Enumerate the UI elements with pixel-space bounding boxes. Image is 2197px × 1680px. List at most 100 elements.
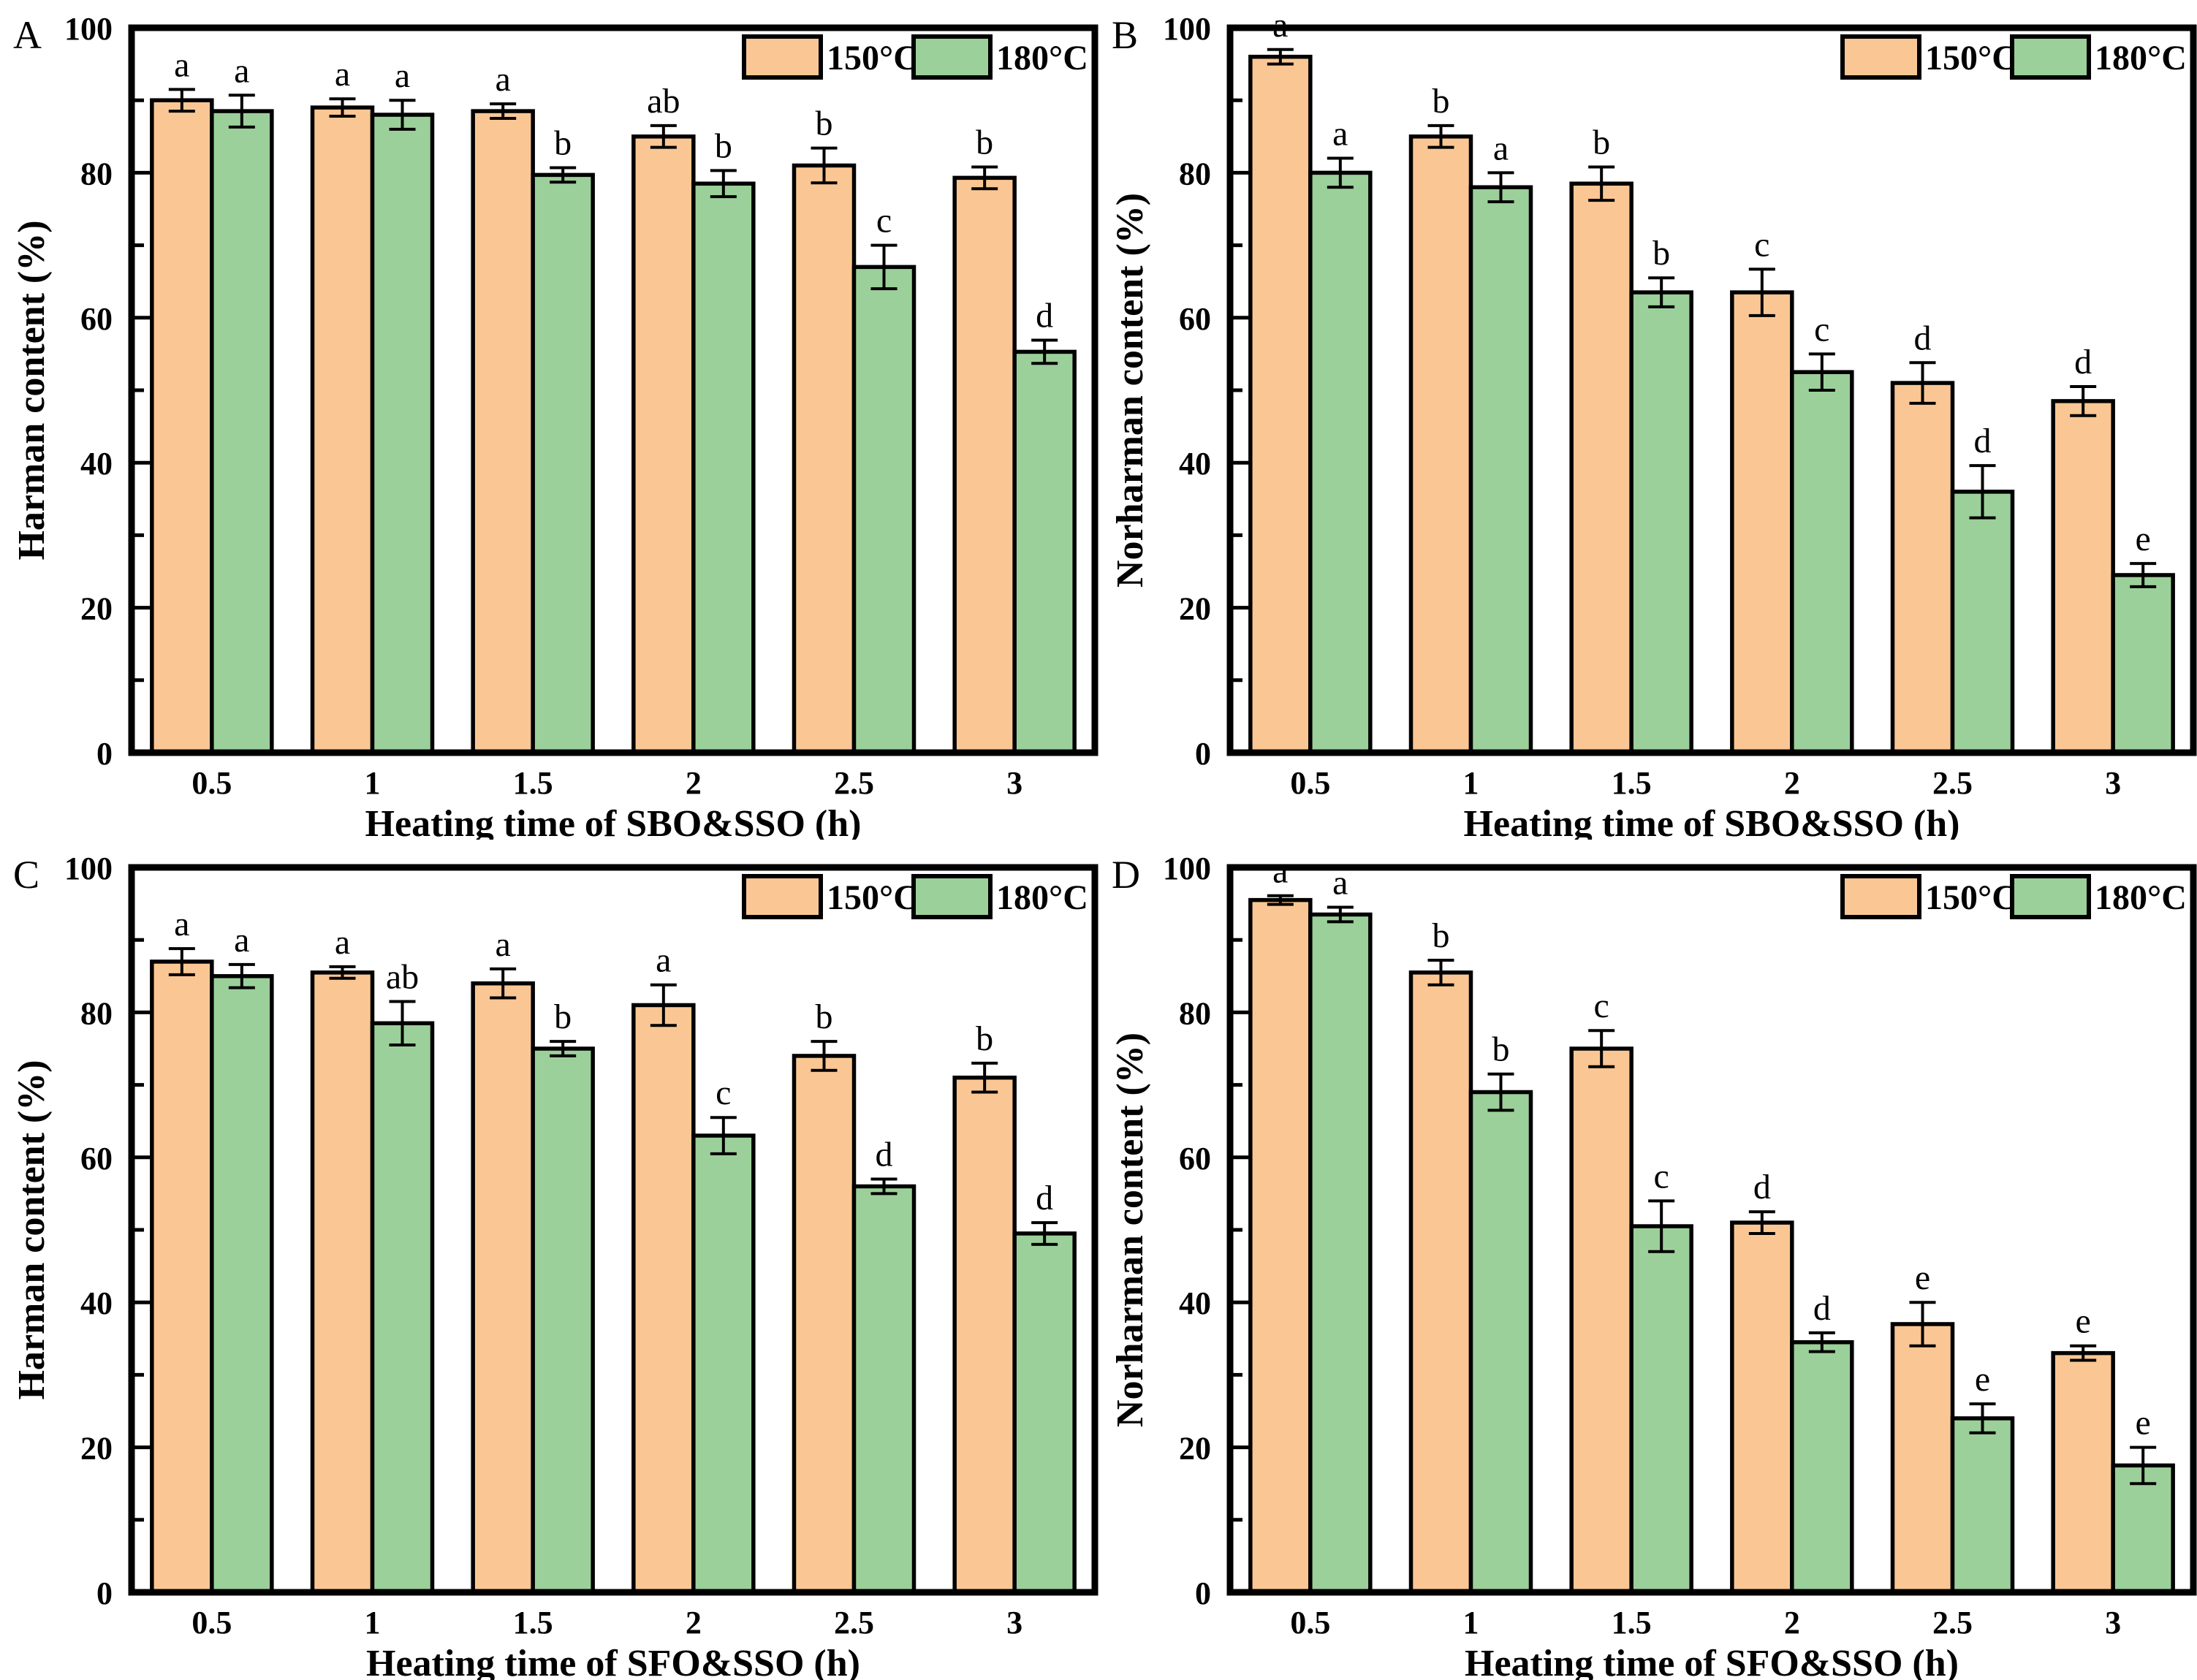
legend-label-150°C: 150°C — [827, 39, 919, 77]
x-tick-label: 3 — [1006, 765, 1022, 801]
bar-B-2h-150°C — [1730, 290, 1794, 755]
bar-C-2h-150°C — [631, 1003, 696, 1595]
significance-letter: c — [1654, 1157, 1669, 1196]
legend-label-180°C: 180°C — [996, 878, 1088, 917]
significance-letter: a — [1493, 129, 1509, 167]
y-tick-label: 60 — [1179, 301, 1211, 337]
plot-frame — [128, 864, 1098, 1596]
legend-label-180°C: 180°C — [2095, 878, 2187, 917]
bar-B-1.5h-150°C — [1569, 181, 1633, 755]
bar-A-3h-180°C — [1012, 349, 1077, 755]
y-tick-label: 100 — [1163, 851, 1211, 886]
bar-D-0.5h-150°C — [1248, 897, 1313, 1595]
bar-A-2.5h-150°C — [792, 163, 857, 755]
x-tick-label: 0.5 — [191, 1605, 232, 1641]
bar-C-3h-180°C — [1012, 1231, 1077, 1595]
x-tick-label: 1 — [1463, 1605, 1479, 1641]
y-tick-label: 20 — [80, 591, 113, 627]
significance-letter: a — [496, 925, 511, 964]
y-tick-label: 20 — [80, 1431, 113, 1467]
significance-letter: b — [1492, 1030, 1510, 1069]
x-tick-label: 3 — [1006, 1605, 1022, 1641]
significance-letter: d — [1036, 297, 1053, 335]
legend-swatch-180°C — [2010, 34, 2091, 80]
x-tick-label: 2.5 — [834, 1605, 874, 1641]
significance-letter: b — [1593, 123, 1610, 161]
bar-D-3h-150°C — [2051, 1350, 2115, 1595]
significance-letter: b — [1433, 82, 1450, 121]
bar-B-0.5h-150°C — [1248, 54, 1313, 755]
x-tick-label: 1.5 — [513, 1605, 553, 1641]
legend-swatch-150°C — [1840, 874, 1921, 919]
significance-letter: a — [496, 60, 511, 99]
bar-B-3h-180°C — [2111, 573, 2175, 755]
bar-C-1.5h-150°C — [471, 981, 535, 1595]
x-tick-label: 1 — [365, 765, 381, 801]
legend-swatch-150°C — [742, 874, 823, 919]
panel-letter: C — [13, 853, 39, 897]
bar-A-0.5h-180°C — [210, 109, 274, 755]
significance-letter: b — [715, 126, 732, 165]
x-tick-label: 1 — [1463, 765, 1479, 801]
bar-B-1h-150°C — [1408, 134, 1473, 755]
bar-C-2h-180°C — [691, 1133, 756, 1595]
significance-letter: d — [2074, 343, 2092, 381]
bar-D-2.5h-150°C — [1890, 1322, 1955, 1595]
panel-letter: D — [1112, 853, 1140, 897]
significance-letter: b — [1433, 916, 1450, 955]
y-axis-title: Norharman content (%) — [1109, 1033, 1151, 1427]
significance-letter: a — [335, 923, 350, 962]
significance-letter: b — [976, 123, 993, 161]
x-tick-label: 2 — [1784, 1605, 1800, 1641]
bar-B-3h-150°C — [2051, 399, 2115, 755]
significance-letter: e — [2076, 1302, 2091, 1341]
panel-D-norharman-sfo-sso: 0 20 40 60 80 100 0.5 1 1.5 2 2.5 3 a b c d e e a b c d e e Heat… — [1098, 840, 2197, 1680]
significance-letter: a — [1272, 852, 1288, 891]
significance-letter: a — [174, 905, 189, 943]
significance-letter: a — [335, 55, 350, 94]
x-tick-label: 2 — [686, 1605, 702, 1641]
legend-swatch-150°C — [1840, 34, 1921, 80]
significance-letter: e — [2136, 520, 2151, 558]
bar-A-2.5h-180°C — [851, 265, 917, 755]
significance-letter: a — [1332, 864, 1348, 902]
bar-C-0.5h-150°C — [150, 959, 214, 1595]
plot-frame — [1226, 24, 2197, 756]
x-tick-label: 1.5 — [513, 765, 553, 801]
plot-frame — [1226, 864, 2197, 1596]
bar-A-3h-150°C — [952, 175, 1017, 755]
legend-label-180°C: 180°C — [2095, 39, 2187, 77]
y-tick-label: 0 — [96, 736, 113, 772]
significance-letter: e — [2136, 1404, 2151, 1443]
y-tick-label: 40 — [80, 1285, 113, 1321]
significance-letter: c — [1814, 310, 1829, 349]
bar-D-3h-180°C — [2111, 1463, 2175, 1595]
y-axis-title: Norharman content (%) — [1109, 193, 1151, 588]
legend-label-150°C: 150°C — [1925, 39, 2017, 77]
bar-A-1.5h-180°C — [531, 172, 595, 755]
bar-B-0.5h-180°C — [1308, 170, 1373, 755]
x-tick-label: 2.5 — [1932, 765, 1973, 801]
y-tick-label: 20 — [1179, 1431, 1211, 1467]
x-tick-label: 0.5 — [1290, 765, 1330, 801]
significance-letter: d — [1753, 1168, 1771, 1206]
significance-letter: c — [716, 1073, 731, 1112]
y-tick-label: 100 — [64, 851, 113, 886]
bar-C-2.5h-150°C — [792, 1054, 857, 1595]
panel-letter: B — [1112, 13, 1138, 57]
significance-letter: e — [1915, 1258, 1930, 1297]
plot-frame — [128, 24, 1098, 756]
y-tick-label: 100 — [64, 11, 113, 47]
bar-D-2h-180°C — [1790, 1340, 1854, 1595]
y-tick-label: 40 — [80, 446, 113, 482]
x-tick-label: 2 — [1784, 765, 1800, 801]
significance-letter: ab — [386, 958, 419, 997]
bar-D-2.5h-180°C — [1950, 1416, 2015, 1595]
legend-label-180°C: 180°C — [996, 39, 1088, 77]
significance-letter: d — [1974, 422, 1992, 460]
bar-B-1.5h-180°C — [1629, 290, 1693, 755]
y-tick-label: 20 — [1179, 591, 1211, 627]
y-tick-label: 0 — [96, 1576, 113, 1611]
x-tick-label: 2.5 — [1932, 1605, 1973, 1641]
